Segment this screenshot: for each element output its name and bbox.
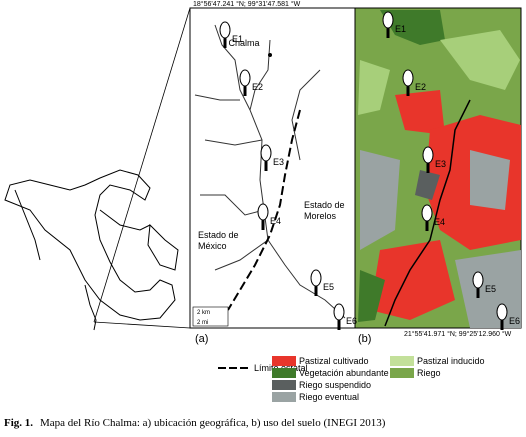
pin-stem <box>386 26 390 38</box>
legend-swatch <box>272 368 296 378</box>
legend-label: Riego suspendido <box>299 380 371 390</box>
station-label: E1 <box>232 34 243 44</box>
pin-stem <box>243 84 247 96</box>
pin-head <box>472 271 484 289</box>
legend-swatch <box>272 356 296 366</box>
coordinate: 21°55'41.971 °N; 99°25'12.960 °W <box>404 330 512 338</box>
pin-stem <box>476 286 480 298</box>
station-label: E1 <box>395 24 406 34</box>
pin-stem <box>261 218 265 230</box>
pin-stem <box>406 84 410 96</box>
town <box>268 53 272 57</box>
mexico-outline <box>4 169 179 331</box>
station-label: E5 <box>323 282 334 292</box>
station-label: E6 <box>509 316 520 326</box>
pin-head <box>239 69 251 87</box>
place-label: Estado de México <box>198 230 239 251</box>
coordinate: 18°56'47.241 °N; 99°31'47.581 °W <box>193 0 301 8</box>
legend-swatch <box>390 356 414 366</box>
station-label: E4 <box>434 217 445 227</box>
pin-head <box>257 203 269 221</box>
legend-label: Vegetación abundante <box>299 368 389 378</box>
pin-stem <box>425 219 429 231</box>
legend-swatch <box>272 392 296 402</box>
zoom-line <box>93 7 191 323</box>
caption-label: Fig. 1. <box>4 417 33 429</box>
state-boundary <box>227 109 301 311</box>
place-label: Estado de Morelos <box>304 200 345 221</box>
pin-stem <box>264 159 268 171</box>
legend-label: Pastizal inducido <box>417 356 485 366</box>
panel-label: (b) <box>358 333 371 345</box>
pin-stem <box>426 161 430 173</box>
pin-stem <box>500 318 504 330</box>
scale-label: 2 km <box>197 310 210 316</box>
station-label: E3 <box>273 157 284 167</box>
station-label: E6 <box>346 316 357 326</box>
legend-swatch <box>272 380 296 390</box>
legend-label: Pastizal cultivado <box>299 356 369 366</box>
pin-head <box>260 144 272 162</box>
pin-head <box>382 11 394 29</box>
pin-head <box>310 269 322 287</box>
pin-head <box>333 303 345 321</box>
station-label: E3 <box>435 159 446 169</box>
pin-head <box>219 21 231 39</box>
pin-head <box>422 146 434 164</box>
pin-head <box>402 69 414 87</box>
zoom-line <box>93 321 191 329</box>
station-label: E5 <box>485 284 496 294</box>
legend-label: Riego eventual <box>299 392 359 402</box>
pin-head <box>421 204 433 222</box>
station-label: E4 <box>270 216 281 226</box>
panel-label: (a) <box>195 333 208 345</box>
legend-label: Riego <box>417 368 441 378</box>
place-label: Chalma <box>228 38 259 48</box>
station-label: E2 <box>415 82 426 92</box>
pin-stem <box>337 318 341 330</box>
pin-head <box>496 303 508 321</box>
caption-text: Mapa del Río Chalma: a) ubicación geográ… <box>40 417 386 429</box>
scale-box <box>192 306 229 327</box>
pin-stem <box>314 284 318 296</box>
pin-stem <box>223 36 227 48</box>
panel-b <box>354 7 522 329</box>
legend-swatch <box>390 368 414 378</box>
station-label: E2 <box>252 82 263 92</box>
panel-a <box>189 7 356 329</box>
scale-label: 2 mi <box>197 320 208 326</box>
